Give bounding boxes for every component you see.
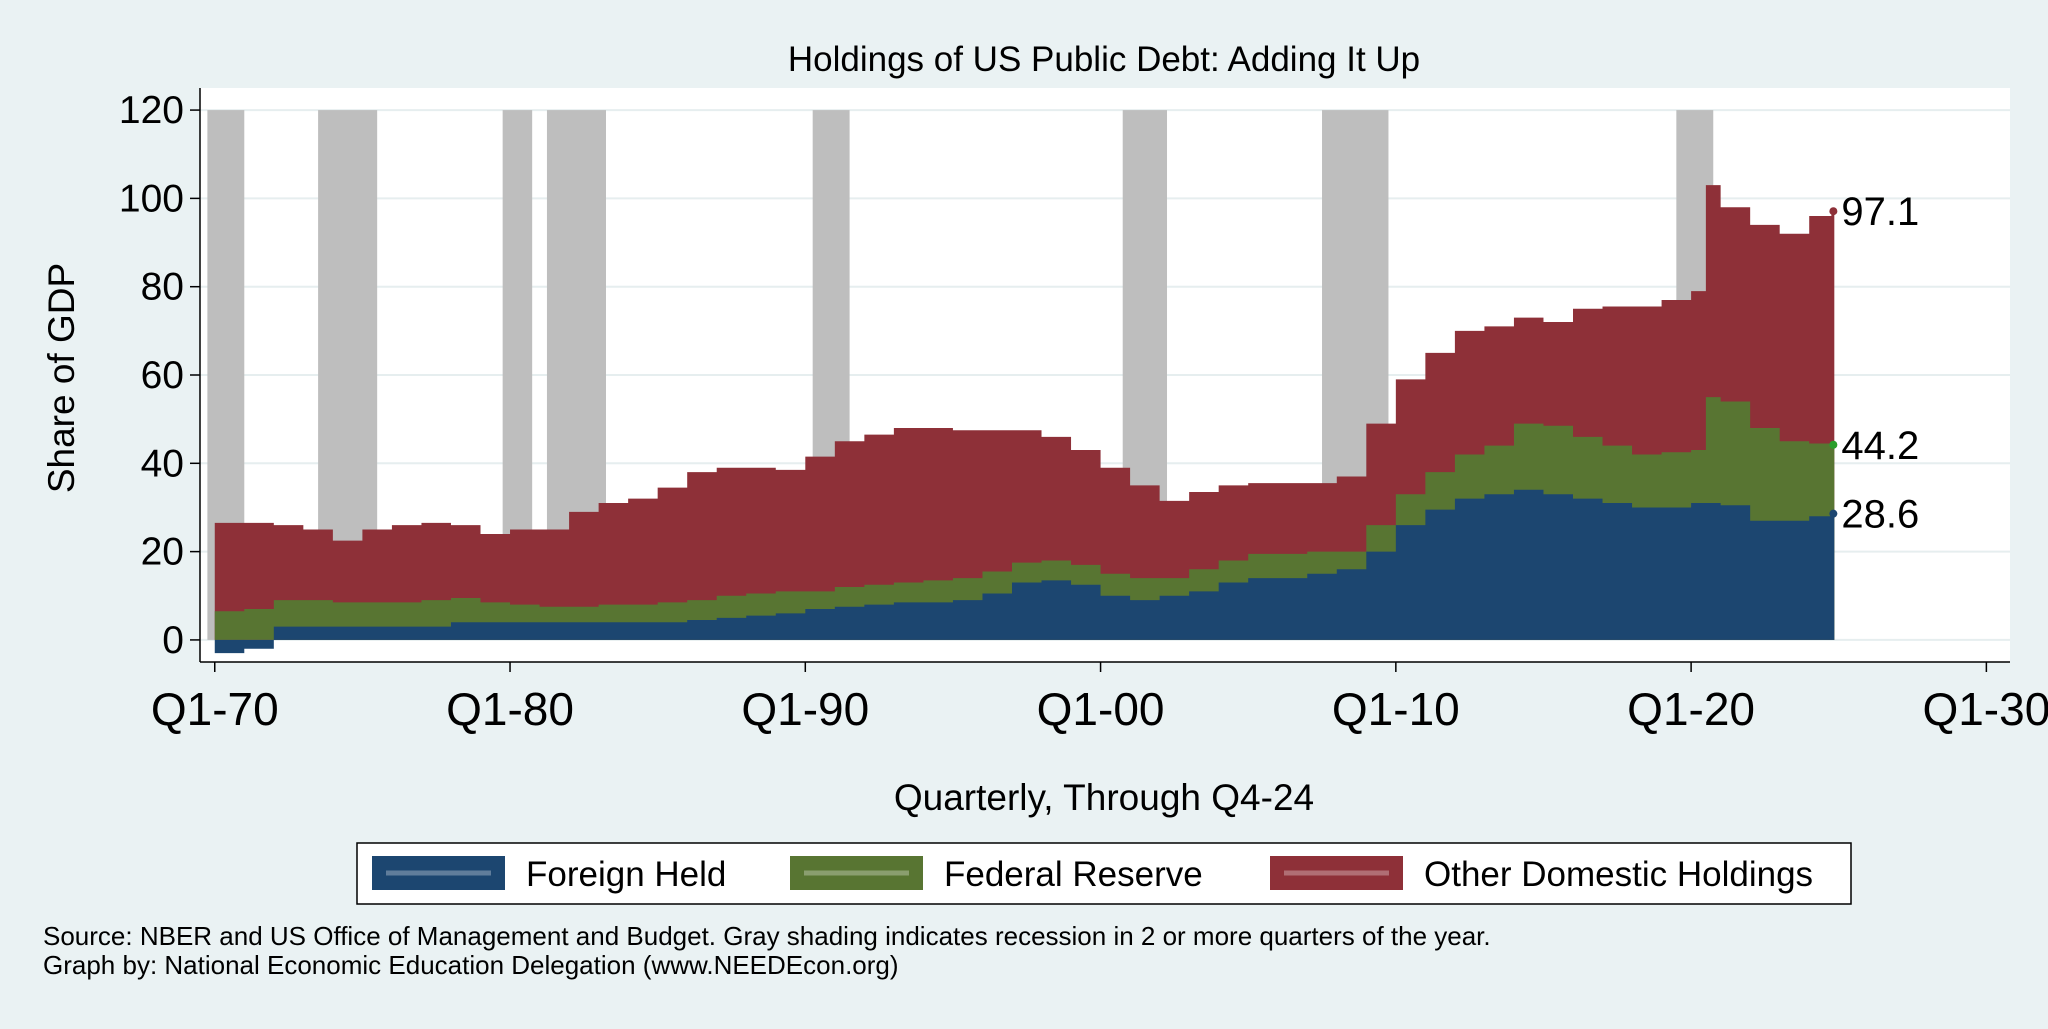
x-tick-label-Q1-30: Q1-30 [1922, 683, 2048, 735]
x-tick-label-Q1-20: Q1-20 [1627, 683, 1755, 735]
end-marker-other-domestic-holdings [1829, 207, 1838, 216]
chart-title: Holdings of US Public Debt: Adding It Up [788, 40, 1420, 79]
end-label-other-domestic-holdings: 97.1 [1841, 190, 1919, 234]
x-tick-label-Q1-10: Q1-10 [1332, 683, 1460, 735]
x-axis-label: Quarterly, Through Q4-24 [894, 777, 1314, 818]
y-tick-label-80: 80 [141, 266, 184, 309]
credit-note: Graph by: National Economic Education De… [43, 950, 899, 980]
x-tick-label-Q1-90: Q1-90 [741, 683, 869, 735]
legend-swatch-foreign-held [372, 856, 505, 890]
end-value-labels: 28.6 44.2 97.1 [1829, 190, 1919, 537]
legend: Foreign Held Federal Reserve Other Domesti… [356, 842, 1852, 905]
legend-swatch-other-domestic-holdings [1270, 856, 1403, 890]
source-note: Source: NBER and US Office of Management… [43, 921, 1491, 951]
legend-label-foreign-held: Foreign Held [526, 855, 726, 894]
y-tick-label-120: 120 [119, 89, 184, 132]
y-axis-label: Share of GDP [41, 263, 82, 493]
y-tick-label-20: 20 [141, 531, 184, 574]
x-tick-label-Q1-70: Q1-70 [151, 683, 279, 735]
axes: 0 20 40 60 80 100 120 Q1-70 Q1-80 Q1-90 Q1-00 Q1-10… [119, 88, 2048, 735]
chart-footer: Source: NBER and US Office of Management… [43, 922, 1491, 980]
y-tick-label-40: 40 [141, 442, 184, 485]
area-foreign-held [214, 489, 1835, 654]
end-label-foreign-held: 28.6 [1841, 493, 1919, 537]
y-tick-label-100: 100 [119, 177, 184, 220]
y-tick-label-0: 0 [162, 619, 184, 662]
legend-box [356, 842, 1852, 905]
legend-label-federal-reserve: Federal Reserve [944, 855, 1203, 894]
legend-swatch-federal-reserve [790, 856, 923, 890]
legend-label-other-domestic-holdings: Other Domestic Holdings [1424, 855, 1813, 894]
end-marker-federal-reserve [1829, 440, 1838, 449]
end-label-federal-reserve: 44.2 [1841, 424, 1919, 468]
x-tick-label-Q1-80: Q1-80 [446, 683, 574, 735]
end-marker-foreign-held [1829, 509, 1838, 518]
y-tick-label-60: 60 [141, 354, 184, 397]
stacked-areas [214, 185, 1835, 654]
x-tick-label-Q1-00: Q1-00 [1037, 683, 1165, 735]
